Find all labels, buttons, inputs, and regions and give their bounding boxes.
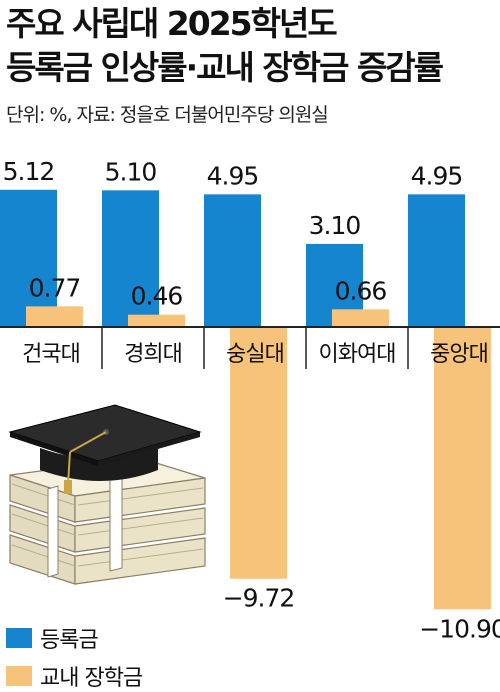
chart-subtitle: 등록금 인상률·교내 장학금 증감률	[6, 48, 444, 87]
legend-swatch-tuition	[6, 628, 32, 648]
data-label-scholarship: 0.77	[29, 273, 81, 302]
category-label: 숭실대	[226, 342, 284, 367]
legend-item-scholarship: 교내 장학금	[6, 660, 143, 692]
bar-tuition	[408, 194, 465, 327]
category-label: 경희대	[124, 342, 182, 367]
data-label-scholarship: 0.46	[131, 282, 183, 311]
category-label: 중앙대	[430, 342, 488, 367]
graduation-cap-money-icon	[8, 404, 206, 585]
bar-scholarship	[230, 327, 287, 579]
graduation-cap-icon	[8, 404, 202, 494]
bar-scholarship	[332, 309, 389, 327]
data-label-tuition: 4.95	[207, 161, 259, 190]
bar-scholarship	[26, 306, 83, 327]
data-label-scholarship: −10.90	[419, 614, 500, 643]
bar-scholarship	[434, 327, 491, 610]
category-label: 이화여대	[319, 342, 396, 367]
bar-tuition	[102, 190, 159, 327]
data-label-scholarship: 0.66	[335, 276, 387, 305]
bar-tuition	[0, 189, 57, 327]
data-label-tuition: 5.10	[105, 157, 157, 186]
legend-label-tuition: 등록금	[40, 628, 99, 653]
data-label-tuition: 5.12	[3, 157, 55, 186]
category-label: 건국대	[22, 342, 80, 367]
legend-label-scholarship: 교내 장학금	[40, 666, 143, 691]
unit-source-note: 단위: %, 자료: 정을호 더불어민주당 의원실	[6, 104, 329, 126]
money-stack-icon	[9, 457, 206, 585]
legend-item-tuition: 등록금	[6, 622, 99, 654]
data-label-tuition: 3.10	[309, 211, 361, 240]
bar-scholarship	[128, 314, 185, 327]
data-label-tuition: 4.95	[411, 161, 463, 190]
bar-tuition	[204, 194, 261, 327]
data-label-scholarship: −9.72	[223, 584, 295, 613]
legend-swatch-scholarship	[6, 666, 32, 686]
chart-title: 주요 사립대 2025학년도	[6, 4, 338, 43]
